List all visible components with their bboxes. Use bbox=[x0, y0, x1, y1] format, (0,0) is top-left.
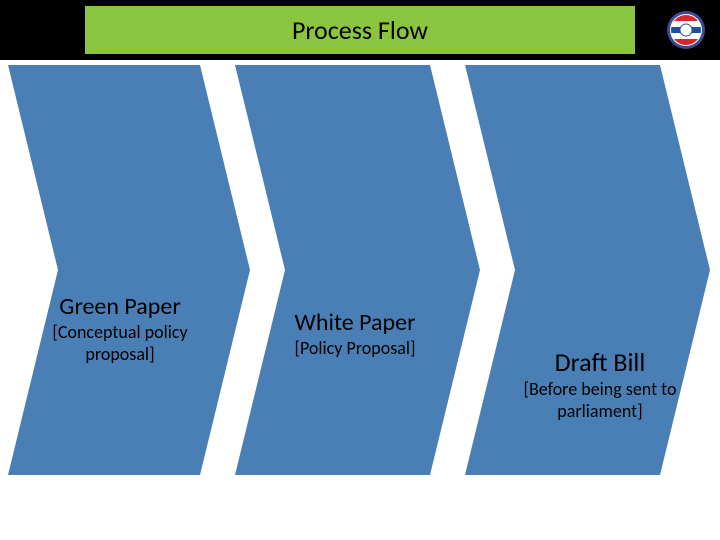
logo-icon bbox=[666, 10, 706, 50]
step-3-subtitle-line1: [Before being sent to bbox=[490, 378, 710, 400]
step-1-label: Green Paper [Conceptual policy proposal] bbox=[20, 292, 220, 365]
chevron-2 bbox=[235, 65, 480, 475]
step-1-subtitle-line2: proposal] bbox=[20, 343, 220, 365]
chevron-1 bbox=[8, 65, 250, 475]
title-bar: Process Flow bbox=[85, 6, 635, 54]
step-2-title: White Paper bbox=[255, 308, 455, 337]
step-3-label: Draft Bill [Before being sent to parliam… bbox=[490, 346, 710, 422]
process-flow-diagram: Green Paper [Conceptual policy proposal]… bbox=[0, 60, 720, 480]
page-title: Process Flow bbox=[292, 14, 428, 46]
step-3-subtitle-line2: parliament] bbox=[490, 400, 710, 422]
step-1-title: Green Paper bbox=[20, 292, 220, 321]
step-3-title: Draft Bill bbox=[490, 346, 710, 378]
step-1-subtitle-line1: [Conceptual policy bbox=[20, 321, 220, 343]
step-2-subtitle-line1: [Policy Proposal] bbox=[255, 337, 455, 359]
step-2-label: White Paper [Policy Proposal] bbox=[255, 308, 455, 359]
